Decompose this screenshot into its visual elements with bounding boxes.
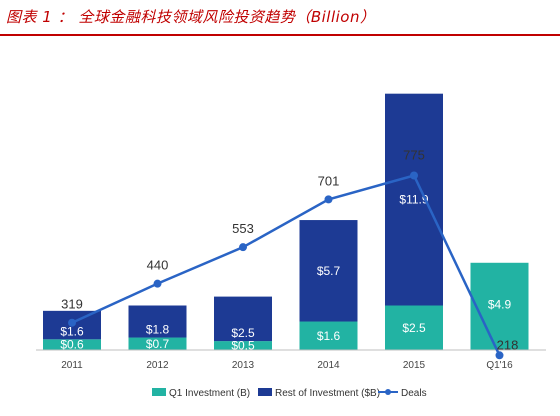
data-label-q1-Q1'16: $4.9 <box>488 297 512 311</box>
x-tick-label-2011: 2011 <box>61 360 83 371</box>
data-label-rest-2012: $1.8 <box>146 323 170 337</box>
data-label-q1-2015: $2.5 <box>402 321 426 335</box>
deals-label-Q1'16: 218 <box>497 337 519 352</box>
bar-rest-2012 <box>128 305 187 338</box>
x-tick-label-2015: 2015 <box>403 360 426 371</box>
caption-rule <box>0 34 560 36</box>
deals-point-2011 <box>68 318 76 327</box>
data-label-rest-2011: $1.6 <box>60 324 84 338</box>
deals-label-2012: 440 <box>147 258 169 273</box>
legend-label-q1: Q1 Investment (B) <box>169 388 250 399</box>
x-tick-label-Q1'16: Q1'16 <box>486 360 513 371</box>
bar-rest-2015 <box>385 93 443 306</box>
bar-q1-2012 <box>128 337 187 350</box>
figure-caption: 图表 1 ： 全球金融科技领域风险投资趋势（Billion） <box>6 8 376 26</box>
deals-label-2013: 553 <box>232 221 254 236</box>
bar-q1-2014 <box>299 321 358 350</box>
legend-label-deals: Deals <box>401 388 427 399</box>
bar-q1-2015 <box>385 305 443 350</box>
bar-q1-2013 <box>214 341 272 350</box>
deals-point-2012 <box>153 279 162 288</box>
deals-label-2011: 319 <box>61 297 83 312</box>
data-label-q1-2013: $0.5 <box>231 339 255 353</box>
x-tick-label-2013: 2013 <box>232 360 255 371</box>
deals-point-Q1'16 <box>495 351 504 360</box>
deals-line <box>71 174 501 356</box>
data-label-q1-2011: $0.6 <box>60 338 84 352</box>
bar-q1-2011 <box>43 339 101 350</box>
data-label-rest-2013: $2.5 <box>231 326 255 340</box>
bar-rest-2013 <box>214 296 272 342</box>
deals-point-2015 <box>410 171 418 180</box>
x-tick-label-2012: 2012 <box>146 360 169 371</box>
data-label-rest-2014: $5.7 <box>317 264 341 278</box>
bar-rest-2014 <box>299 220 358 322</box>
legend-swatch-rest <box>258 388 272 396</box>
deals-point-2013 <box>239 243 247 252</box>
bar-q1-Q1'16 <box>470 262 529 350</box>
legend-swatch-q1 <box>152 388 166 396</box>
data-label-q1-2012: $0.7 <box>146 337 170 351</box>
x-tick-label-2014: 2014 <box>317 360 340 371</box>
data-label-rest-2015: $11.9 <box>399 193 428 207</box>
deals-label-2015: 775 <box>403 148 425 163</box>
legend-marker-deals <box>385 389 391 395</box>
data-label-q1-2014: $1.6 <box>317 329 341 343</box>
deals-label-2014: 701 <box>318 173 340 188</box>
legend-label-rest: Rest of Investment ($B) <box>275 388 380 399</box>
deals-point-2014 <box>324 195 333 204</box>
